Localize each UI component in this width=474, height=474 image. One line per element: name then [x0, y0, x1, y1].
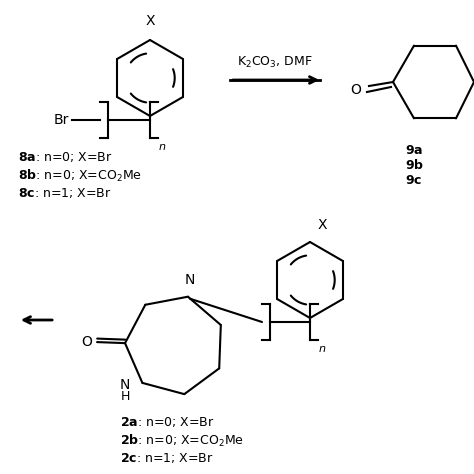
- Text: K$_2$CO$_3$, DMF: K$_2$CO$_3$, DMF: [237, 55, 313, 70]
- Text: $\mathbf{8c}$: n=1; X=Br: $\mathbf{8c}$: n=1; X=Br: [18, 186, 111, 200]
- Text: $\mathbf{2c}$: n=1; X=Br: $\mathbf{2c}$: n=1; X=Br: [120, 451, 214, 465]
- Text: X: X: [318, 218, 328, 232]
- Text: H: H: [121, 391, 130, 403]
- Text: n: n: [319, 344, 326, 354]
- Text: N: N: [185, 273, 195, 287]
- Text: $\mathbf{2b}$: n=0; X=CO$_2$Me: $\mathbf{2b}$: n=0; X=CO$_2$Me: [120, 433, 244, 449]
- Text: $\mathbf{9a}$: $\mathbf{9a}$: [405, 144, 423, 156]
- Text: $\mathbf{9c}$: $\mathbf{9c}$: [405, 173, 422, 186]
- Text: N: N: [120, 378, 130, 392]
- Text: X: X: [145, 14, 155, 28]
- Text: Br: Br: [54, 113, 69, 127]
- Text: O: O: [82, 335, 92, 349]
- Text: $\mathbf{8a}$: n=0; X=Br: $\mathbf{8a}$: n=0; X=Br: [18, 150, 113, 164]
- Text: O: O: [350, 83, 361, 97]
- Text: $\mathbf{2a}$: n=0; X=Br: $\mathbf{2a}$: n=0; X=Br: [120, 415, 215, 429]
- Text: n: n: [159, 142, 166, 152]
- Text: $\mathbf{9b}$: $\mathbf{9b}$: [405, 158, 424, 172]
- Text: $\mathbf{8b}$: n=0; X=CO$_2$Me: $\mathbf{8b}$: n=0; X=CO$_2$Me: [18, 168, 142, 184]
